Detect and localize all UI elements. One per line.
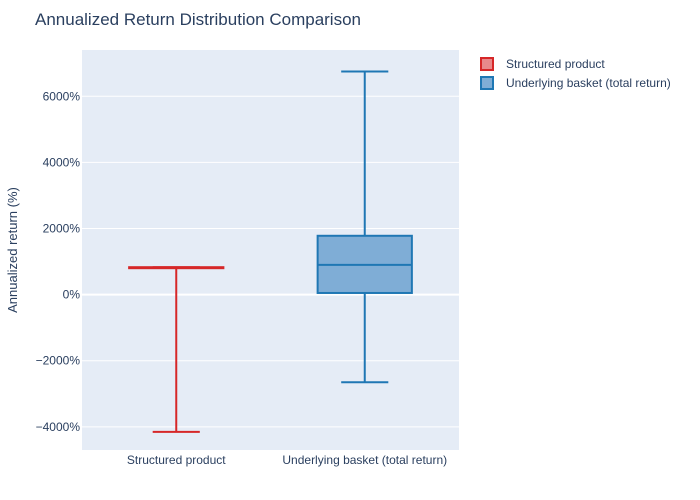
box-series xyxy=(316,70,413,384)
y-axis-title: Annualized return (%) xyxy=(5,187,20,313)
legend-label: Structured product xyxy=(506,57,605,71)
chart-title: Annualized Return Distribution Compariso… xyxy=(35,10,361,29)
y-tick-label: 2000% xyxy=(43,222,81,236)
x-tick-label: Structured product xyxy=(127,453,226,467)
legend-label: Underlying basket (total return) xyxy=(506,76,671,90)
y-tick-label: −2000% xyxy=(36,354,81,368)
legend-item[interactable]: Underlying basket (total return) xyxy=(480,76,671,90)
y-tick-label: 0% xyxy=(63,288,81,302)
legend-item[interactable]: Structured product xyxy=(480,57,605,71)
y-tick-label: −4000% xyxy=(36,420,81,434)
legend-swatch xyxy=(480,76,494,90)
box-series-layer xyxy=(128,70,413,433)
y-axis-ticks: −4000% −2000% 0% 2000% 4000% 6000% xyxy=(36,89,81,434)
legend: Structured product Underlying basket (tot… xyxy=(480,57,671,90)
x-axis-ticks: Structured product Underlying basket (tot… xyxy=(127,453,447,467)
legend-swatch xyxy=(480,57,494,71)
y-tick-label: 4000% xyxy=(43,155,81,169)
box-series xyxy=(128,266,225,433)
x-tick-label: Underlying basket (total return) xyxy=(282,453,447,467)
grid-lines xyxy=(82,95,459,428)
y-tick-label: 6000% xyxy=(43,89,81,103)
